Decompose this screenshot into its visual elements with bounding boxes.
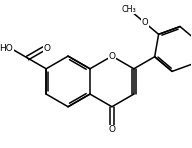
Text: CH₃: CH₃ [121, 5, 136, 14]
Text: O: O [108, 52, 115, 61]
Text: O: O [142, 18, 148, 27]
Text: HO: HO [0, 44, 13, 53]
Text: O: O [43, 44, 50, 53]
Text: O: O [108, 125, 115, 134]
